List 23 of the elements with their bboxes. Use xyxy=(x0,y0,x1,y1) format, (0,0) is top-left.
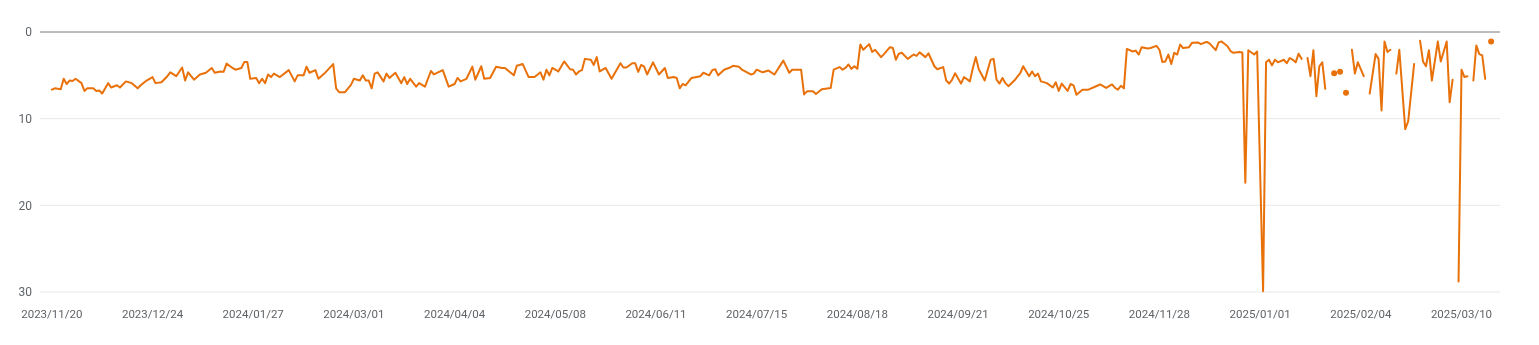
x-tick-label: 2024/03/01 xyxy=(323,307,385,321)
x-tick-label: 2024/05/08 xyxy=(524,307,586,321)
x-tick-label: 2023/11/20 xyxy=(21,307,83,321)
x-tick-label: 2024/10/25 xyxy=(1028,307,1090,321)
x-tick-label: 2024/11/28 xyxy=(1128,307,1191,321)
x-tick-label: 2025/01/01 xyxy=(1229,307,1291,321)
y-tick-label: 30 xyxy=(18,285,33,300)
x-tick-label: 2023/12/24 xyxy=(121,307,184,321)
x-tick-label: 2024/08/18 xyxy=(826,307,888,321)
y-tick-label: 0 xyxy=(25,25,33,40)
x-tick-label: 2024/07/15 xyxy=(726,307,788,321)
x-tick-label: 2024/09/21 xyxy=(927,307,989,321)
x-tick-label: 2024/06/11 xyxy=(625,307,687,321)
y-tick-label: 20 xyxy=(18,198,33,213)
x-tick-label: 2024/04/04 xyxy=(424,307,486,321)
x-tick-label: 2025/02/04 xyxy=(1330,307,1392,321)
point xyxy=(1331,70,1338,77)
x-tick-label: 2024/01/27 xyxy=(222,307,284,321)
x-tick-label: 2025/03/10 xyxy=(1430,307,1493,321)
y-tick-label: 10 xyxy=(18,111,33,126)
point xyxy=(1337,68,1344,75)
point xyxy=(1488,38,1495,45)
point xyxy=(1343,89,1349,96)
